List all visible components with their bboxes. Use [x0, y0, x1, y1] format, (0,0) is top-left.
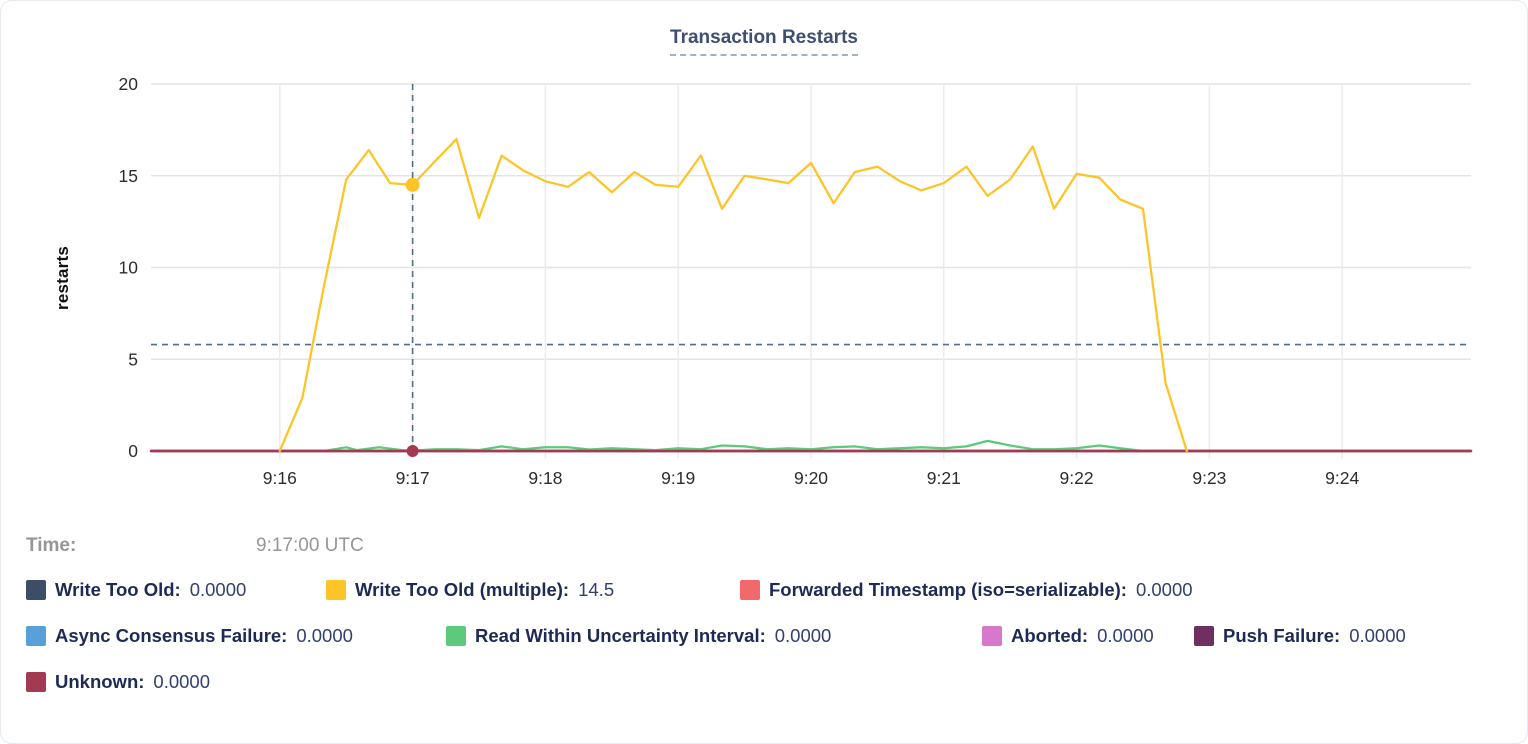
x-tick-label: 9:18 — [528, 468, 562, 488]
legend-label: Push Failure: — [1223, 625, 1341, 646]
y-tick-label: 10 — [119, 258, 139, 278]
x-tick-label: 9:24 — [1325, 468, 1359, 488]
legend-item: Write Too Old (multiple): 14.5 — [326, 579, 740, 601]
legend-label: Write Too Old: — [55, 579, 181, 600]
legend-label: Read Within Uncertainty Interval: — [475, 625, 766, 646]
chart-title[interactable]: Transaction Restarts — [670, 27, 858, 56]
hover-point — [405, 177, 420, 192]
legend-swatch — [982, 626, 1002, 646]
x-tick-label: 9:22 — [1060, 468, 1094, 488]
legend-value: 0.0000 — [774, 625, 832, 646]
legend-item: Push Failure: 0.0000 — [1194, 625, 1406, 647]
legend-swatch — [26, 672, 46, 692]
x-tick-label: 9:16 — [263, 468, 297, 488]
x-tick-label: 9:20 — [794, 468, 828, 488]
series-line — [278, 137, 1188, 453]
legend-item: Aborted: 0.0000 — [982, 625, 1194, 647]
legend-item: Write Too Old: 0.0000 — [26, 579, 326, 601]
legend-item: Forwarded Timestamp (iso=serializable): 0… — [740, 579, 1193, 601]
legend-value: 0.0000 — [1135, 579, 1193, 600]
y-tick-label: 5 — [128, 349, 138, 369]
legend-row: Write Too Old: 0.0000 Write Too Old (multi… — [26, 579, 1527, 601]
time-label: Time: — [26, 535, 77, 556]
legend-item: Unknown: 0.0000 — [26, 671, 210, 693]
time-value: 9:17:00 UTC — [256, 535, 364, 556]
legend-row: Async Consensus Failure: 0.0000 Read Withi… — [26, 625, 1527, 647]
plot-area: restarts 0 5 10 15 20 9:16 9:17 9:18 9:19 9:20 9:2… — [1, 61, 1528, 501]
chart-header: Transaction Restarts — [1, 1, 1527, 61]
y-axis-label: restarts — [52, 246, 72, 310]
legend-swatch — [26, 580, 46, 600]
legend-swatch — [740, 580, 760, 600]
legend-label: Unknown: — [55, 671, 145, 692]
x-tick-label: 9:19 — [661, 468, 695, 488]
legend-value: 0.0000 — [296, 625, 353, 646]
legend-value: 0.0000 — [1349, 625, 1406, 646]
legend-swatch — [1194, 626, 1214, 646]
legend-label: Aborted: — [1011, 625, 1089, 646]
legend-swatch — [446, 626, 466, 646]
x-tick-label: 9:23 — [1192, 468, 1226, 488]
legend-value: 14.5 — [578, 579, 615, 600]
x-tick-label: 9:21 — [927, 468, 961, 488]
y-tick-label: 0 — [128, 441, 138, 461]
legend: Write Too Old: 0.0000 Write Too Old (multi… — [26, 579, 1527, 693]
chart-canvas[interactable]: 0 5 10 15 20 9:16 9:17 9:18 9:19 9:20 9:21 9:22 9:23… — [1, 61, 1528, 501]
y-tick-label: 15 — [119, 166, 138, 186]
legend-row: Unknown: 0.0000 — [26, 671, 1527, 693]
hover-point — [406, 445, 419, 457]
x-tick-label: 9:17 — [396, 468, 430, 488]
legend-value: 0.0000 — [189, 579, 247, 600]
y-tick-label: 20 — [119, 74, 139, 94]
series-line — [322, 439, 1145, 453]
legend-label: Write Too Old (multiple): — [355, 579, 570, 600]
legend-label: Forwarded Timestamp (iso=serializable): — [769, 579, 1127, 600]
legend-swatch — [26, 626, 46, 646]
legend-value: 0.0000 — [1097, 625, 1154, 646]
legend-label: Async Consensus Failure: — [55, 625, 288, 646]
legend-value: 0.0000 — [153, 671, 210, 692]
legend-item: Read Within Uncertainty Interval: 0.0000 — [446, 625, 982, 647]
hover-time-row: Time: 9:17:00 UTC — [26, 535, 1527, 557]
legend-item: Async Consensus Failure: 0.0000 — [26, 625, 446, 647]
legend-swatch — [326, 580, 346, 600]
